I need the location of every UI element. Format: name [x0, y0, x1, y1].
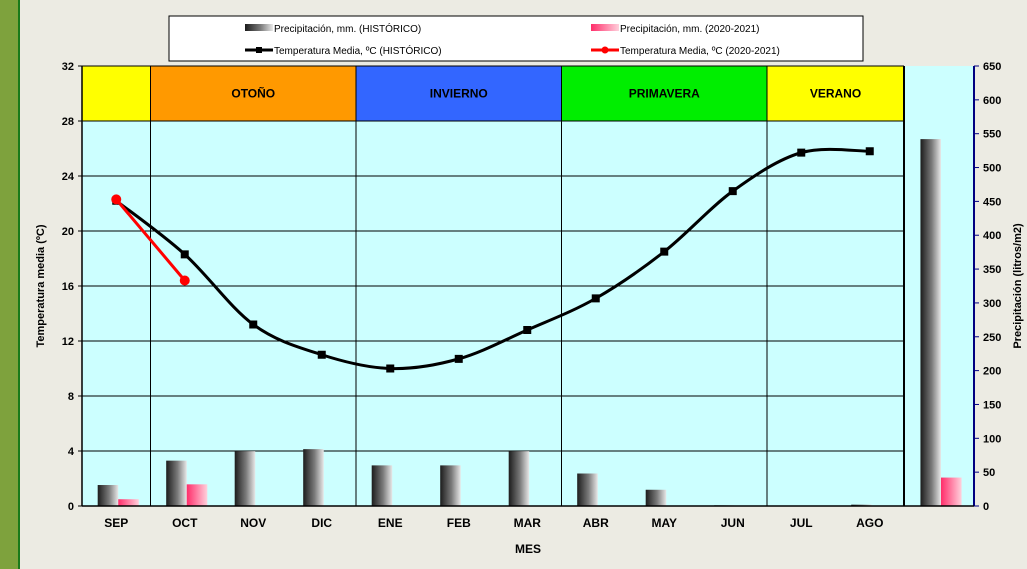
x-tick-label: OCT: [172, 516, 198, 530]
bar-historico-total: [920, 139, 941, 506]
x-tick-label: AGO: [856, 516, 883, 530]
right-tick-label: 150: [983, 399, 1001, 411]
marker-temp-2020-2021: [179, 275, 190, 286]
right-tick-label: 100: [983, 433, 1001, 445]
bar-2020-2021: [118, 499, 139, 506]
bar-historico: [645, 489, 667, 506]
bar-historico: [508, 451, 530, 506]
marker-temp-historico: [317, 350, 326, 359]
left-tick-label: 20: [62, 226, 74, 238]
bar-historico: [577, 473, 598, 506]
x-tick-label: ABR: [583, 516, 609, 530]
legend: Precipitación, mm. (HISTÓRICO) Precipitac…: [168, 15, 864, 62]
right-tick-label: 500: [983, 163, 1001, 175]
right-tick-label: 450: [983, 196, 1001, 208]
bar-historico: [371, 465, 393, 506]
right-tick-label: 650: [983, 61, 1001, 73]
season-bands: OTOÑO INVIERNO PRIMAVERA VERANO: [82, 66, 904, 122]
bar-historico: [440, 465, 461, 506]
left-tick-label: 12: [62, 336, 74, 348]
right-tick-label: 200: [983, 366, 1001, 378]
left-border: [0, 0, 20, 569]
season-band: [561, 66, 767, 121]
right-tick-label: 600: [983, 95, 1001, 107]
marker-temp-historico: [865, 147, 874, 156]
legend-label: Precipitación, mm. (HISTÓRICO): [274, 22, 421, 35]
right-tick-label: 550: [983, 129, 1001, 141]
bar-historico: [234, 451, 256, 506]
marker-temp-historico: [249, 320, 258, 329]
line-temp-2020-2021: [115, 198, 186, 282]
season-label: OTOÑO: [231, 86, 275, 101]
x-tick-label: ENE: [378, 516, 403, 530]
left-tick-label: 0: [68, 501, 74, 513]
x-tick-label: DIC: [311, 516, 332, 530]
left-tick-label: 8: [68, 391, 74, 403]
precipitation-bars: [97, 139, 962, 506]
marker-temp-historico: [454, 354, 463, 363]
y-left-title: Temperatura media (ºC): [35, 224, 47, 347]
x-tick-label: JUL: [790, 516, 813, 530]
bar-2020-2021: [186, 484, 208, 506]
right-tick-label: 50: [983, 467, 995, 479]
bar-2020-2021-total: [941, 477, 962, 506]
temperature-lines: [111, 147, 874, 373]
legend-label: Temperatura Media, ºC (HISTÓRICO): [274, 44, 442, 57]
y-right-title: Precipitación (litros/m2): [1012, 223, 1024, 349]
marker-temp-historico: [728, 187, 737, 196]
x-axis-title: MES: [515, 542, 541, 556]
axes: 0 4 8 12 16 20 24 28 32 0 50 100 150 200 250 300 350 400 4…: [35, 61, 1024, 556]
legend-swatch: [245, 24, 273, 31]
left-tick-label: 24: [62, 171, 75, 183]
season-label: PRIMAVERA: [629, 87, 700, 101]
season-label: VERANO: [810, 87, 861, 101]
season-band: [767, 66, 904, 121]
marker-temp-historico: [386, 364, 395, 373]
season-band: [82, 66, 151, 121]
legend-marker: [256, 47, 262, 53]
right-tick-label: 250: [983, 332, 1001, 344]
marker-temp-2020-2021: [111, 194, 122, 205]
left-tick-label: 4: [68, 446, 75, 458]
legend-swatch: [591, 24, 619, 31]
bar-historico: [97, 485, 119, 506]
legend-label: Temperatura Media, ºC (2020-2021): [620, 46, 780, 57]
legend-box: [168, 15, 864, 62]
x-tick-label: MAR: [514, 516, 542, 530]
right-tick-label: 350: [983, 264, 1001, 276]
marker-temp-historico: [591, 294, 600, 303]
right-tick-label: 400: [983, 230, 1001, 242]
right-tick-label: 300: [983, 298, 1001, 310]
left-tick-label: 16: [62, 281, 74, 293]
left-tick-label: 28: [62, 116, 74, 128]
marker-temp-historico: [180, 250, 189, 259]
legend-label: Precipitación, mm. (2020-2021): [620, 24, 760, 35]
bar-historico: [303, 449, 324, 506]
x-tick-label: JUN: [721, 516, 745, 530]
season-band: [356, 66, 562, 121]
marker-temp-historico: [797, 148, 806, 157]
right-tick-label: 0: [983, 501, 989, 513]
marker-temp-historico: [523, 326, 532, 334]
x-tick-label: MAY: [651, 516, 677, 530]
x-tick-label: SEP: [104, 516, 128, 530]
marker-temp-historico: [660, 247, 669, 256]
bar-historico: [166, 460, 187, 506]
left-tick-label: 32: [62, 61, 74, 73]
legend-marker: [601, 46, 609, 54]
x-tick-label: NOV: [240, 516, 266, 530]
season-label: INVIERNO: [430, 87, 488, 101]
season-band: [150, 66, 356, 121]
left-border-line: [18, 0, 20, 569]
x-tick-label: FEB: [447, 516, 471, 530]
